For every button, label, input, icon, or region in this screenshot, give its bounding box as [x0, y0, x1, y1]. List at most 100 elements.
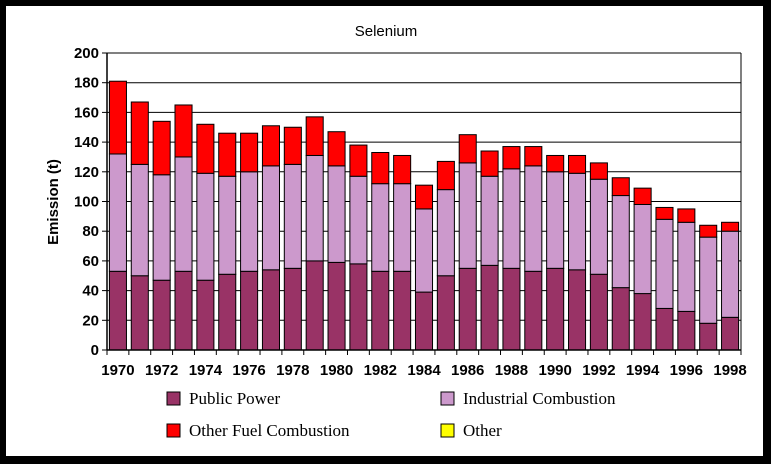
bar-public-power-1985 [436, 275, 455, 351]
bar-other-fuel-combustion-1991 [568, 154, 587, 174]
bar-other-fuel-combustion-1977 [261, 125, 280, 167]
y-tick-label: 120 [74, 164, 99, 181]
bar-other-fuel-combustion-1990 [546, 154, 565, 173]
bar-public-power-1996 [677, 310, 696, 351]
legend: Public Power Industrial Combustion Other F… [166, 389, 616, 440]
tick-labels: 0 20 40 60 80 100 120 140 160 180 200 1970 1972 1974 1… [74, 45, 747, 379]
legend-label-other-fuel-combustion: Other Fuel Combustion [189, 421, 350, 440]
legend-label-industrial-combustion: Industrial Combustion [463, 389, 616, 408]
legend-label-other: Other [463, 421, 502, 440]
bar-public-power-1986 [458, 267, 477, 351]
bar-public-power-1970 [108, 270, 127, 351]
bar-industrial-combustion-1986 [458, 162, 477, 269]
y-tick-label: 80 [82, 223, 99, 240]
bar-industrial-combustion-1997 [699, 236, 718, 324]
bar-other-fuel-combustion-1998 [721, 221, 740, 232]
bar-other-fuel-combustion-1982 [371, 151, 390, 185]
bar-public-power-1982 [371, 270, 390, 351]
x-tick-label: 1974 [189, 362, 223, 379]
bar-industrial-combustion-1990 [546, 171, 565, 269]
bar-public-power-1971 [130, 275, 149, 351]
bar-other-fuel-combustion-1984 [414, 184, 434, 210]
y-tick-label: 180 [74, 75, 99, 92]
bar-industrial-combustion-1995 [655, 218, 674, 309]
bar-public-power-1984 [414, 291, 434, 351]
bar-industrial-combustion-1978 [283, 163, 302, 269]
bar-industrial-combustion-1989 [524, 165, 543, 272]
bar-public-power-1983 [393, 270, 412, 351]
bar-industrial-combustion-1980 [327, 165, 346, 263]
bar-public-power-1994 [633, 293, 652, 351]
bar-other-fuel-combustion-1981 [349, 144, 368, 177]
bar-industrial-combustion-1987 [480, 175, 499, 266]
bar-industrial-combustion-1984 [414, 208, 434, 293]
bar-public-power-1980 [327, 261, 346, 351]
bar-industrial-combustion-1973 [174, 156, 193, 272]
bar-other-fuel-combustion-1978 [283, 126, 302, 165]
bar-other-fuel-combustion-1997 [699, 224, 718, 238]
x-tick-label: 1998 [713, 362, 746, 379]
y-axis-label: Emission (t) [45, 159, 62, 245]
bar-industrial-combustion-1994 [633, 203, 652, 295]
bar-industrial-combustion-1983 [393, 183, 412, 272]
bars [108, 80, 740, 351]
bar-other-fuel-combustion-1993 [611, 177, 630, 197]
legend-swatch-industrial-combustion [440, 391, 455, 406]
x-tick-label: 1970 [101, 362, 134, 379]
x-tick-label: 1990 [538, 362, 571, 379]
bar-industrial-combustion-1977 [261, 165, 280, 271]
x-tick-label: 1984 [407, 362, 441, 379]
x-tick-label: 1992 [582, 362, 615, 379]
bar-industrial-combustion-1993 [611, 195, 630, 289]
bar-public-power-1978 [283, 267, 302, 351]
chart-panel: Selenium Emission (t) 0 20 40 60 80 100 120 140… [6, 6, 763, 456]
bar-industrial-combustion-1991 [568, 172, 587, 271]
bar-other-fuel-combustion-1992 [589, 162, 608, 180]
bar-public-power-1981 [349, 263, 368, 351]
bar-industrial-combustion-1976 [240, 171, 259, 272]
y-tick-label: 200 [74, 45, 99, 62]
y-tick-label: 60 [82, 253, 99, 270]
bar-public-power-1991 [568, 269, 587, 351]
legend-swatch-other-fuel-combustion [166, 423, 181, 438]
x-tick-label: 1996 [670, 362, 703, 379]
bar-other-fuel-combustion-1985 [436, 160, 455, 191]
y-tick-label: 40 [82, 283, 99, 300]
legend-label-public-power: Public Power [189, 389, 280, 408]
bar-other-fuel-combustion-1987 [480, 150, 499, 177]
bar-other-fuel-combustion-1989 [524, 146, 543, 167]
bar-other-fuel-combustion-1979 [305, 116, 324, 156]
y-tick-label: 160 [74, 104, 99, 121]
bar-industrial-combustion-1970 [108, 153, 127, 272]
selenium-chart: Selenium Emission (t) 0 20 40 60 80 100 120 140… [45, 23, 747, 440]
y-tick-label: 0 [91, 342, 99, 359]
legend-swatch-public-power [166, 391, 181, 406]
legend-swatch-other [440, 423, 455, 438]
x-tick-label: 1994 [626, 362, 660, 379]
bar-public-power-1989 [524, 270, 543, 351]
bar-other-fuel-combustion-1988 [502, 146, 521, 170]
bar-other-fuel-combustion-1980 [327, 131, 346, 167]
bar-industrial-combustion-1975 [218, 175, 237, 275]
x-tick-label: 1988 [495, 362, 528, 379]
bar-public-power-1988 [502, 267, 521, 351]
bar-industrial-combustion-1972 [152, 174, 171, 281]
bar-public-power-1997 [699, 322, 718, 351]
bar-other-fuel-combustion-1986 [458, 134, 477, 164]
bar-other-fuel-combustion-1994 [633, 187, 652, 205]
bar-public-power-1993 [611, 287, 630, 351]
bar-public-power-1975 [218, 273, 237, 351]
bar-public-power-1990 [546, 267, 565, 351]
bar-public-power-1972 [152, 279, 171, 351]
bar-industrial-combustion-1979 [305, 154, 324, 262]
bar-other-fuel-combustion-1995 [655, 206, 674, 220]
bar-industrial-combustion-1992 [589, 178, 608, 275]
bar-industrial-combustion-1998 [721, 230, 740, 318]
bar-other-fuel-combustion-1973 [174, 104, 193, 158]
bar-other-fuel-combustion-1976 [240, 132, 259, 173]
bar-other-fuel-combustion-1983 [393, 154, 412, 185]
bar-public-power-1974 [196, 279, 215, 351]
bar-public-power-1992 [589, 273, 608, 351]
x-tick-label: 1972 [145, 362, 178, 379]
bar-public-power-1977 [261, 269, 280, 351]
